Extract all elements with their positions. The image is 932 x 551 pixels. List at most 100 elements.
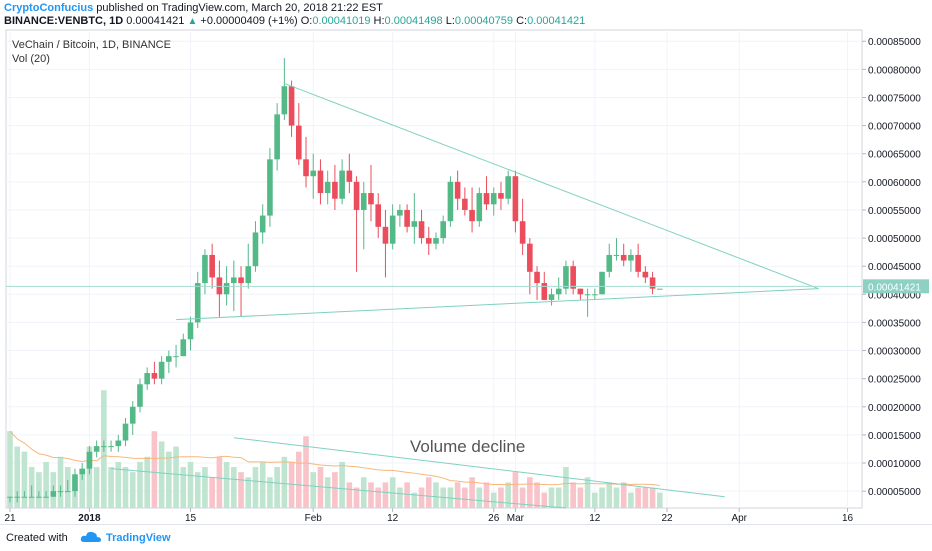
candle-body xyxy=(563,266,569,289)
close-label: C: xyxy=(516,15,528,27)
volume-bar xyxy=(223,461,230,508)
close-value: 0.00041421 xyxy=(527,15,586,27)
candle-body xyxy=(209,254,215,278)
volume-bar xyxy=(368,482,374,508)
candle-body xyxy=(101,446,107,448)
volume-bar xyxy=(86,446,93,508)
tradingview-brand[interactable]: TradingView xyxy=(106,532,171,544)
candle-body xyxy=(43,496,49,498)
price-chart[interactable]: 0.00005000 0.00010000 0.00015000 0.00020000… xyxy=(0,0,932,524)
candle-body xyxy=(375,204,382,227)
price-tick-label: 0.00025000 xyxy=(868,375,921,386)
price-axis[interactable]: 0.00005000 0.00010000 0.00015000 0.00020000… xyxy=(862,37,929,498)
volume-bar xyxy=(433,482,439,508)
volume-bar xyxy=(166,451,172,508)
volume-bar xyxy=(382,482,389,508)
volume-bar xyxy=(541,492,548,508)
candle-body xyxy=(115,440,122,447)
volume-bar xyxy=(245,477,252,508)
plot-area xyxy=(5,29,863,509)
candle-body xyxy=(158,361,165,379)
volume-bar xyxy=(490,492,497,508)
volume-bar xyxy=(613,487,620,508)
chart-legend: VeChain / Bitcoin, 1D, BINANCE Vol (20) xyxy=(12,38,171,66)
candle-body xyxy=(180,339,187,357)
candle-body xyxy=(577,288,584,295)
candle-body xyxy=(382,226,389,244)
candle-body xyxy=(223,283,230,295)
candle-body xyxy=(93,446,100,452)
volume-bar xyxy=(375,487,382,508)
time-tick-label: 15 xyxy=(185,513,197,524)
volume-bar xyxy=(563,467,569,508)
candle-body xyxy=(137,384,143,407)
publish-line: CryptoConfucius published on TradingView… xyxy=(4,2,383,14)
volume-bar xyxy=(642,487,649,508)
volume-bar xyxy=(411,492,418,508)
volume-bar xyxy=(317,467,324,508)
volume-bar xyxy=(454,482,461,508)
legend-title: VeChain / Bitcoin, 1D, BINANCE xyxy=(12,39,171,51)
volume-bar xyxy=(592,492,598,508)
volume-bar xyxy=(635,487,641,508)
candle-body xyxy=(129,406,136,424)
volume-bar xyxy=(620,482,627,508)
volume-bar xyxy=(288,461,295,508)
volume-bar xyxy=(36,472,42,508)
candle-body xyxy=(252,232,259,267)
candle-body xyxy=(238,277,244,284)
candle-body xyxy=(86,451,93,469)
candle-body xyxy=(418,221,425,239)
candle-body xyxy=(50,491,57,497)
candle-body xyxy=(490,193,497,205)
volume-bar xyxy=(115,461,122,508)
volume-bar xyxy=(7,431,13,508)
candle-body xyxy=(570,266,576,289)
volume-bar xyxy=(512,472,519,508)
chart-header: CryptoConfucius published on TradingView… xyxy=(0,0,932,28)
volume-bar xyxy=(108,467,114,508)
candle-body xyxy=(36,496,42,498)
volume-bar xyxy=(469,477,475,508)
candle-body xyxy=(303,159,309,177)
price-tick-label: 0.00040000 xyxy=(868,290,921,301)
volume-bar xyxy=(657,492,663,508)
volume-bar xyxy=(274,467,280,508)
volume-bar xyxy=(570,482,576,508)
volume-bar xyxy=(353,487,360,508)
volume-bar xyxy=(462,487,468,508)
price-tick-label: 0.00075000 xyxy=(868,93,921,104)
volume-bar xyxy=(339,461,345,508)
candle-body xyxy=(339,170,345,199)
volume-bar xyxy=(505,482,511,508)
candle-body xyxy=(259,215,266,233)
price-tick-label: 0.00005000 xyxy=(868,487,921,498)
candle-body xyxy=(389,215,396,244)
created-with-label: Created with xyxy=(6,532,68,544)
price-tick-label: 0.00050000 xyxy=(868,234,921,245)
price-tick-label: 0.00080000 xyxy=(868,65,921,76)
candle-body xyxy=(14,496,21,498)
volume-bar xyxy=(216,456,223,508)
candle-body xyxy=(310,170,317,177)
time-axis[interactable]: 21 2018 15 Feb 12 26 Mar 12 22 Apr 16 xyxy=(4,508,854,524)
time-tick-label: Mar xyxy=(507,513,525,524)
candle-body xyxy=(462,198,468,210)
up-triangle-icon: ▲ xyxy=(187,16,198,27)
ohlc-line: BINANCE:VENBTC, 1D 0.00041421 ▲ +0.00000… xyxy=(4,15,585,27)
candle-body xyxy=(194,283,201,323)
volume-trendline-lower xyxy=(111,468,566,509)
last-price: 0.00041421 xyxy=(126,15,185,27)
candle-body xyxy=(534,271,540,284)
volume-trendline-upper xyxy=(233,437,725,498)
author-link[interactable]: CryptoConfucius xyxy=(4,2,94,14)
time-tick-label: 12 xyxy=(589,513,601,524)
candle-body xyxy=(332,181,338,199)
upper-trendline xyxy=(284,82,819,290)
volume-bar xyxy=(324,477,331,508)
candle-body xyxy=(657,288,663,290)
candle-body xyxy=(447,181,454,222)
volume-bar xyxy=(397,487,403,508)
candle-body xyxy=(79,468,85,475)
volume-bar xyxy=(346,482,353,508)
